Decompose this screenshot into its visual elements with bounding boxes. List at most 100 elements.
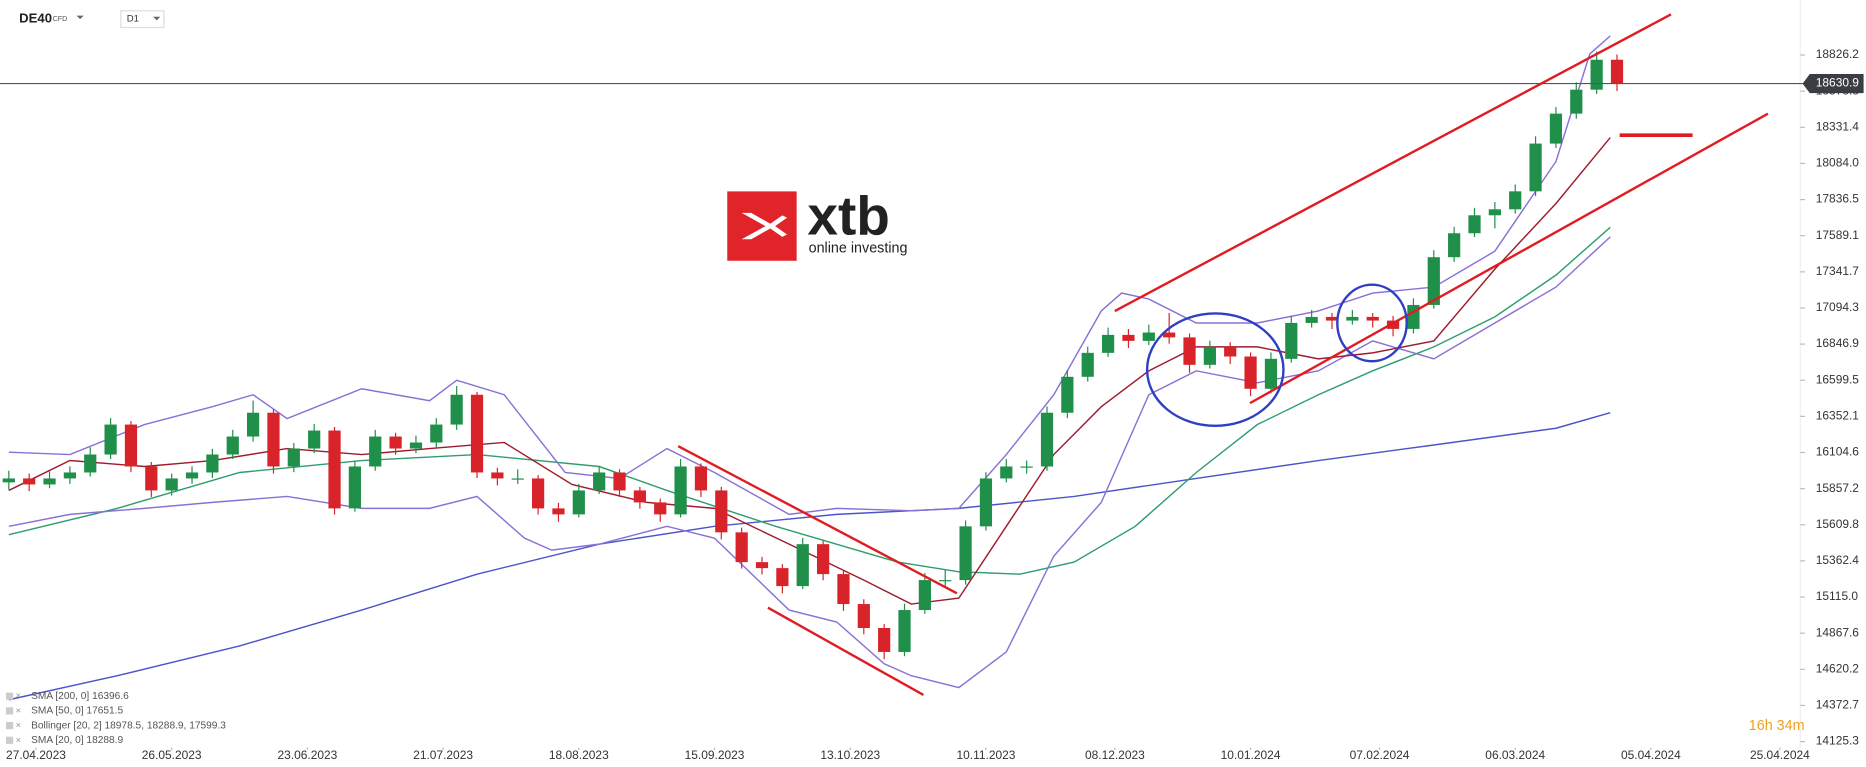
- y-tick-label: 14372.7: [1816, 698, 1860, 712]
- candle-body: [1427, 257, 1440, 305]
- candle-body: [715, 490, 728, 533]
- indicator-line: [8, 35, 1611, 516]
- symbol-tag: CFD: [53, 15, 68, 23]
- highlight-ellipse: [1336, 283, 1408, 363]
- y-tick-label: 18331.4: [1816, 119, 1860, 133]
- candle-body: [1590, 59, 1603, 90]
- candle-body: [776, 568, 789, 587]
- candle-body: [552, 508, 565, 515]
- candle-body: [878, 627, 891, 652]
- y-tick-label: 18084.0: [1816, 156, 1860, 170]
- candle-body: [1549, 113, 1563, 144]
- x-tick-label: 10.11.2023: [956, 748, 1015, 762]
- trend-line: [767, 606, 925, 697]
- y-tick-label: 17589.1: [1816, 228, 1860, 242]
- candle-body: [1183, 337, 1196, 365]
- candle-body: [1122, 334, 1135, 341]
- indicator-line: [8, 411, 1611, 701]
- candle-body: [63, 472, 76, 479]
- candle-body: [226, 436, 239, 455]
- candle-body: [328, 430, 341, 509]
- candle-body: [1142, 332, 1155, 341]
- candle-body: [246, 412, 260, 437]
- candle-body: [898, 610, 911, 652]
- y-tick-label: 16846.9: [1816, 336, 1860, 350]
- y-tick-label: 14867.6: [1816, 625, 1860, 639]
- y-tick-label: 14125.3: [1816, 734, 1860, 748]
- symbol-selector[interactable]: DE40 CFD: [19, 11, 84, 26]
- candle-body: [165, 478, 178, 491]
- candle-body: [43, 478, 56, 485]
- candle-body: [1264, 358, 1278, 389]
- legend-entry: SMA [50, 0] 17651.5: [31, 706, 123, 717]
- y-tick-label: 15609.8: [1816, 517, 1860, 531]
- candle-body: [145, 466, 158, 491]
- x-tick-label: 10.01.2024: [1221, 748, 1281, 762]
- candle-body: [124, 424, 138, 467]
- candle-body: [369, 436, 382, 467]
- y-tick-label: 15362.4: [1816, 553, 1860, 567]
- candle-body: [1101, 334, 1115, 353]
- candle-body: [491, 472, 504, 479]
- legend-entry: SMA [20, 0] 18288.9: [31, 735, 123, 746]
- candle-body: [1488, 209, 1501, 216]
- candle-body: [796, 544, 809, 587]
- candle-body: [267, 412, 280, 467]
- candle-body: [1000, 466, 1013, 479]
- logo-name: xtb: [807, 185, 890, 247]
- candle-body: [1224, 346, 1237, 357]
- logo-tagline: online investing: [809, 241, 908, 257]
- candle-body: [1509, 191, 1522, 210]
- y-tick-label: 16352.1: [1816, 409, 1860, 423]
- logo-mark: [727, 191, 797, 261]
- candle-body: [1203, 346, 1216, 365]
- timeframe-selector[interactable]: D1: [120, 10, 165, 29]
- x-tick-label: 18.08.2023: [549, 748, 609, 762]
- candle-body: [837, 574, 850, 605]
- candle-body: [939, 580, 952, 582]
- x-tick-label: 15.09.2023: [685, 748, 745, 762]
- y-tick-label: 16104.6: [1816, 445, 1860, 459]
- last-price-box: [1802, 73, 1864, 94]
- y-tick-label: 14620.2: [1816, 661, 1860, 675]
- candle-body: [287, 448, 300, 467]
- legend-icon: [5, 722, 14, 730]
- x-tick-label: 21.07.2023: [413, 748, 473, 762]
- candle-body: [104, 424, 117, 455]
- symbol[interactable]: DE40: [19, 11, 52, 26]
- series-layer: [2, 35, 1624, 701]
- candle-body: [755, 562, 769, 569]
- candle-body: [1346, 316, 1359, 321]
- legend-entry: SMA [200, 0] 16396.6: [31, 691, 129, 702]
- x-tick-label: 25.04.2024: [1750, 748, 1810, 762]
- candle-body: [84, 454, 97, 473]
- candle-body: [389, 436, 402, 449]
- x-tick-label: 13.10.2023: [820, 748, 880, 762]
- y-tick-label: 16599.5: [1816, 372, 1860, 386]
- x-tick-label: 08.12.2023: [1085, 748, 1145, 762]
- dropdown-arrow[interactable]: [153, 16, 161, 21]
- candle-body: [1529, 143, 1542, 192]
- candle-body: [1468, 215, 1481, 234]
- x-tick-label: 05.04.2024: [1621, 748, 1681, 762]
- timeframe-box[interactable]: [120, 10, 165, 29]
- y-tick-label: 15857.2: [1816, 481, 1860, 495]
- indicator-line: [8, 226, 1611, 575]
- candle-body: [979, 478, 993, 527]
- candle-body: [1448, 233, 1461, 258]
- candle-body: [816, 544, 830, 575]
- legend-entry: Bollinger [20, 2] 18978.5, 18288.9, 1759…: [31, 720, 226, 731]
- candle-body: [654, 502, 667, 515]
- trend-line: [1249, 112, 1769, 405]
- trend-line: [677, 445, 958, 595]
- legend-icon: [5, 736, 14, 744]
- candle-body: [1305, 316, 1318, 323]
- dropdown-arrow[interactable]: [76, 15, 84, 20]
- candle-body: [857, 604, 870, 628]
- candle-body: [1163, 332, 1176, 338]
- timeframe[interactable]: D1: [127, 14, 139, 25]
- candle-body: [1366, 316, 1379, 321]
- candle-body: [1061, 376, 1074, 413]
- candle-body: [1285, 322, 1298, 359]
